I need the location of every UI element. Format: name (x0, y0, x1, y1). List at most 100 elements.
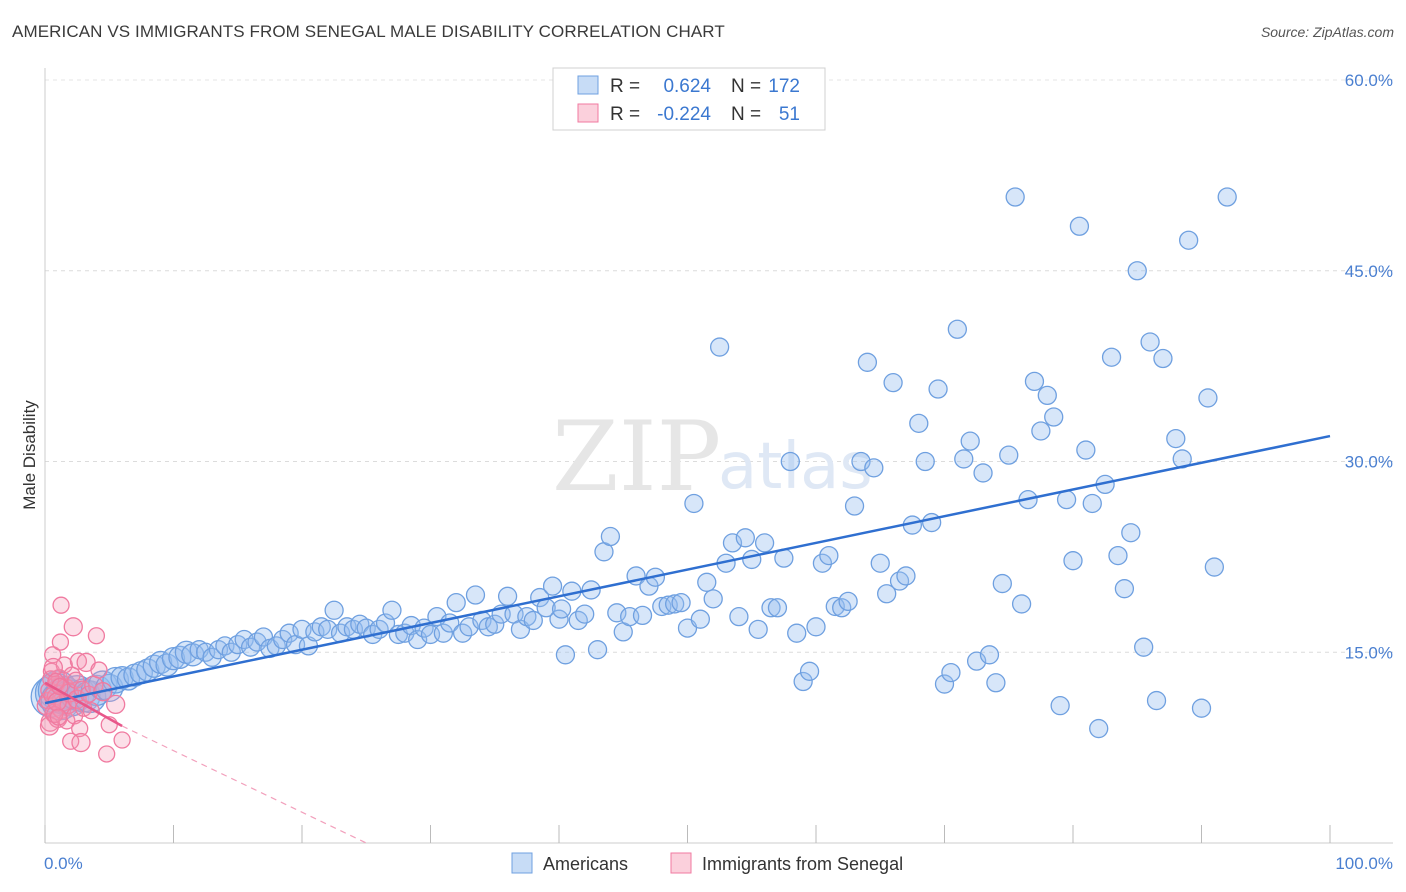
americans-point-132 (877, 584, 897, 604)
senegal-point-21 (63, 617, 83, 637)
trend-americans (44, 434, 1331, 705)
americans-point-73 (497, 586, 518, 606)
americans-point-121 (806, 617, 826, 637)
americans-point-175 (1153, 348, 1173, 369)
source-label: Source: ZipAtlas.com (1260, 24, 1394, 40)
y-axis-title: Male Disability (20, 400, 39, 510)
americans-point-169 (1114, 579, 1135, 599)
americans-point-153 (1011, 594, 1032, 614)
bottom-legend-americans: Americans (543, 854, 628, 874)
americans-point-139 (922, 512, 942, 533)
americans-point-120 (799, 661, 820, 681)
americans-point-99 (665, 594, 685, 614)
americans-point-87 (587, 640, 608, 660)
americans-point-174 (1146, 690, 1167, 711)
senegal-point-37 (98, 745, 116, 763)
americans-point-126 (838, 591, 858, 612)
americans-point-114 (761, 598, 781, 618)
americans-point-158 (1044, 407, 1064, 427)
americans-point-137 (909, 413, 929, 434)
americans-point-144 (954, 449, 974, 469)
americans-point-129 (857, 352, 878, 372)
americans-point-135 (896, 566, 916, 586)
y-tick-label-3: 60.0% (1345, 71, 1393, 90)
americans-point-65 (446, 593, 466, 613)
americans-point-30 (221, 642, 241, 662)
americans-point-122 (812, 553, 833, 573)
legend-r-label-1: R = (610, 76, 640, 97)
americans-point-94 (632, 605, 653, 626)
legend-n-value-1: 172 (768, 76, 800, 97)
legend-n-value-2: 51 (779, 104, 800, 125)
americans-point-163 (1076, 440, 1096, 460)
legend-r-label-2: R = (610, 104, 640, 125)
americans-point-183 (551, 599, 572, 619)
senegal-point-25 (69, 652, 88, 670)
americans-point-104 (697, 572, 717, 592)
americans-point-115 (767, 598, 788, 618)
americans-point-182 (1217, 187, 1237, 207)
americans-point-164 (1082, 493, 1102, 514)
senegal-point-39 (106, 694, 126, 715)
y-tick-labels: 15.0% 30.0% 45.0% 60.0% (1345, 71, 1393, 662)
americans-point-77 (523, 610, 543, 631)
americans-point-168 (1108, 545, 1128, 566)
americans-point-111 (742, 549, 762, 570)
senegal-point-40 (113, 731, 131, 749)
series-legend: Americans Immigrants from Senegal (511, 852, 903, 874)
americans-point-27 (202, 647, 222, 667)
americans-point-173 (1140, 332, 1160, 352)
americans-point-110 (735, 528, 755, 548)
americans-point-82 (555, 645, 576, 665)
americans-point-89 (600, 526, 621, 547)
trend-lines (44, 434, 1331, 844)
americans-point-112 (748, 619, 768, 640)
americans-point-149 (986, 673, 1006, 693)
senegal-point-45 (43, 657, 64, 678)
americans-point-138 (915, 451, 935, 472)
americans-point-170 (1121, 523, 1141, 543)
senegal-point-23 (67, 671, 85, 689)
americans-point-152 (1005, 187, 1025, 207)
senegal-point-19 (62, 732, 80, 750)
americans-point-145 (960, 431, 980, 451)
senegal-point-34 (87, 627, 106, 645)
americans-point-103 (690, 609, 710, 629)
chart-title: AMERICAN VS IMMIGRANTS FROM SENEGAL MALE… (12, 22, 725, 41)
americans-point-68 (465, 585, 486, 605)
americans-point-151 (999, 445, 1019, 465)
americans-point-55 (382, 600, 402, 620)
americans-point-119 (793, 671, 813, 692)
x-tick-max: 100.0% (1335, 854, 1393, 873)
americans-point-150 (992, 573, 1012, 594)
americans-point-171 (1127, 261, 1147, 281)
americans-point-80 (542, 576, 563, 596)
americans-point-71 (485, 614, 505, 634)
americans-point-127 (844, 496, 865, 516)
watermark-atlas: atlas (718, 430, 873, 504)
americans-point-148 (979, 645, 1000, 665)
americans-point-141 (934, 674, 955, 694)
americans-point-156 (1031, 421, 1051, 441)
series-americans (30, 187, 1237, 739)
americans-point-180 (1198, 388, 1218, 408)
senegal-point-41 (52, 596, 70, 614)
americans-point-102 (684, 493, 704, 514)
americans-point-162 (1069, 216, 1090, 236)
bottom-legend-swatch-senegal (670, 852, 692, 874)
americans-point-130 (864, 458, 884, 478)
legend-n-label-2: N = (731, 104, 761, 125)
americans-point-176 (1166, 428, 1186, 449)
americans-point-85 (575, 604, 595, 624)
americans-point-172 (1134, 637, 1154, 657)
x-tick-min: 0.0% (44, 854, 83, 873)
senegal-point-27 (71, 732, 91, 753)
legend-swatch-americans (577, 75, 599, 95)
bottom-legend-senegal: Immigrants from Senegal (702, 854, 903, 874)
americans-point-46 (324, 600, 344, 620)
americans-point-100 (671, 593, 691, 613)
senegal-point-26 (71, 719, 89, 738)
americans-point-133 (883, 373, 903, 393)
americans-point-106 (709, 337, 730, 357)
americans-point-140 (928, 379, 948, 399)
